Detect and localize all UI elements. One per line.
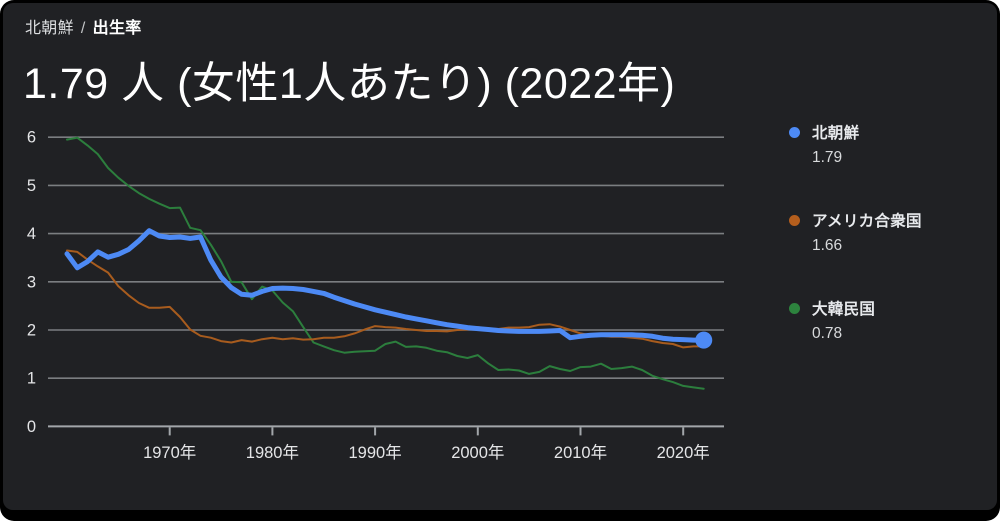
legend-item-north-korea[interactable]: 北朝鮮 1.79 — [789, 121, 922, 167]
y-axis-label: 2 — [27, 322, 36, 340]
legend-label: 大韓民国 — [812, 301, 876, 318]
x-axis-label: 2010年 — [554, 443, 607, 462]
y-axis-label: 3 — [27, 273, 36, 291]
legend-item-south-korea[interactable]: 大韓民国 0.78 — [789, 297, 922, 343]
y-axis-label: 5 — [27, 177, 36, 195]
legend-item-united-states[interactable]: アメリカ合衆国 1.66 — [789, 209, 922, 255]
legend-value: 1.79 — [812, 149, 843, 166]
legend-dot-north-korea — [789, 126, 800, 138]
legend-dot-south-korea — [789, 302, 800, 314]
chart-card: 北朝鮮 / 出生率 1.79 人 (女性1人あたり) (2022年) 0 1 2 3 4 5 6… — [3, 3, 997, 510]
breadcrumb-separator: / — [80, 20, 86, 37]
y-axis-label: 4 — [27, 225, 36, 243]
y-axis-label: 6 — [27, 129, 36, 147]
y-axis-label: 0 — [27, 418, 36, 436]
legend-value: 1.66 — [812, 237, 843, 254]
series-end-dot[interactable] — [695, 331, 713, 349]
series-line-大韓民国[interactable] — [66, 136, 705, 390]
x-axis-label: 1970年 — [143, 443, 196, 462]
y-axis-label: 1 — [27, 370, 36, 388]
legend-value: 0.78 — [812, 325, 843, 342]
breadcrumb-attribute: 出生率 — [92, 20, 142, 37]
line-chart[interactable]: 0 1 2 3 4 5 6 1970年 1980年 1990年 2000年 2010年 2020年 — [3, 3, 997, 510]
x-axis-label: 1980年 — [246, 443, 299, 462]
headline-value: 1.79 人 (女性1人あたり) (2022年) — [23, 60, 676, 108]
x-axis-label: 1990年 — [348, 443, 401, 462]
breadcrumb-entity: 北朝鮮 — [25, 20, 74, 37]
x-axis-label: 2020年 — [657, 443, 710, 462]
legend-dot-united-states — [789, 214, 800, 226]
breadcrumb: 北朝鮮 / 出生率 — [25, 14, 142, 38]
legend: 北朝鮮 1.79 アメリカ合衆国 1.66 大韓民国 0.78 — [789, 121, 922, 385]
legend-label: 北朝鮮 — [812, 125, 860, 142]
x-axis-label: 2000年 — [451, 443, 504, 462]
legend-label: アメリカ合衆国 — [812, 213, 922, 230]
series-line-北朝鮮[interactable] — [64, 228, 707, 343]
